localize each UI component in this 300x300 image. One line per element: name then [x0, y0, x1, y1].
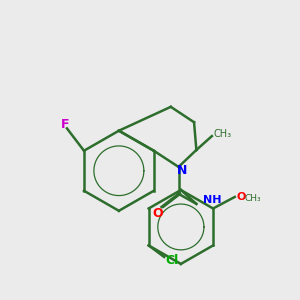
- Text: CH₃: CH₃: [213, 129, 232, 139]
- Text: CH₃: CH₃: [244, 194, 261, 203]
- Text: NH: NH: [202, 195, 221, 205]
- Text: O: O: [152, 207, 163, 220]
- Text: F: F: [60, 118, 69, 131]
- Text: Cl: Cl: [166, 254, 179, 267]
- Text: O: O: [236, 192, 246, 202]
- Text: N: N: [177, 164, 188, 177]
